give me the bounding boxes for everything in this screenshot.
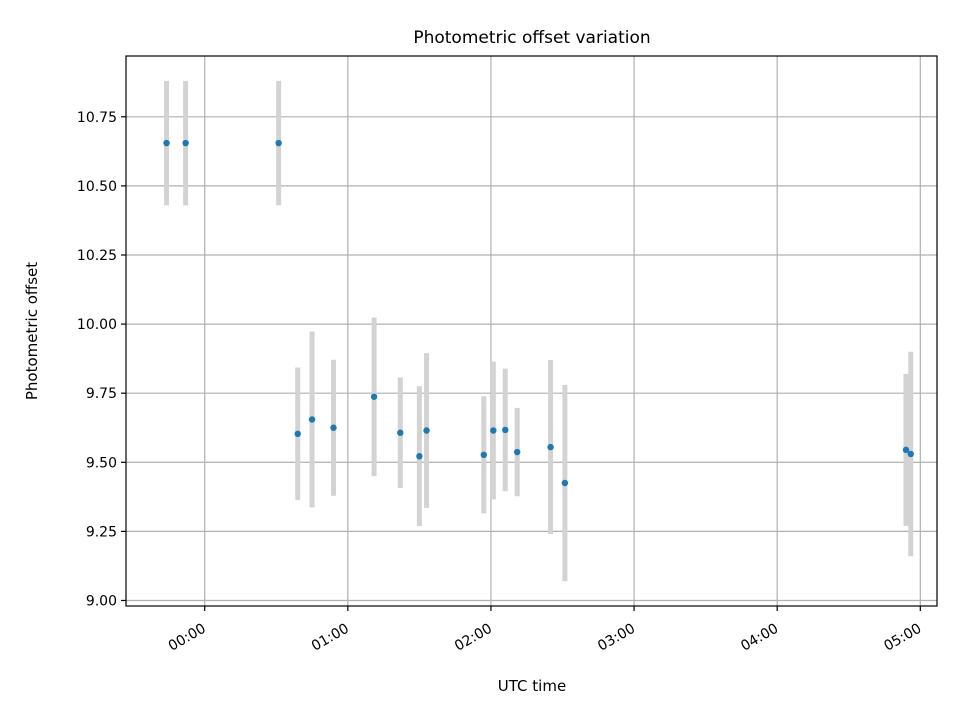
y-tick-label: 9.50 [86,455,117,471]
x-tick-label: 05:00 [881,621,924,655]
grid-layer [126,56,937,606]
data-point [902,446,910,454]
y-tick-label: 10.75 [77,110,117,126]
data-point [480,451,487,459]
data-point [308,416,316,423]
y-axis-label: Photometric offset [23,262,41,400]
data-point [513,448,521,456]
data-point [502,426,509,434]
errorbar-layer [164,80,914,582]
data-point [561,479,569,487]
data-point [490,427,497,434]
x-tick-label: 00:00 [166,621,209,655]
data-point [370,393,378,400]
data-point [397,429,404,436]
x-tick-label: 01:00 [309,621,352,655]
y-tick-label: 9.25 [86,524,117,540]
data-point [182,139,189,147]
data-point [163,139,170,147]
data-point [907,450,914,458]
y-tick-label: 10.25 [77,248,117,264]
x-tick-label: 03:00 [595,621,638,655]
point-layer [163,139,914,487]
data-point [330,424,337,431]
y-tick-label: 10.00 [77,317,117,333]
y-tick-label: 9.75 [86,386,117,402]
plot-frame [125,55,938,607]
chart-title: Photometric offset variation [413,28,650,48]
y-tick-label: 9.00 [86,593,117,609]
x-tick-label: 04:00 [738,621,781,655]
data-point [416,453,423,460]
data-point [547,443,554,451]
data-point [423,427,430,434]
tick-layer: 00:00 01:00 02:00 03:00 04:00 05:00 9.00 9.25 9.… [77,110,924,655]
x-tick-label: 02:00 [452,621,495,655]
data-point [294,430,301,438]
data-point [275,139,282,147]
x-axis-label: UTC time [498,677,566,695]
y-tick-label: 10.50 [77,179,117,195]
